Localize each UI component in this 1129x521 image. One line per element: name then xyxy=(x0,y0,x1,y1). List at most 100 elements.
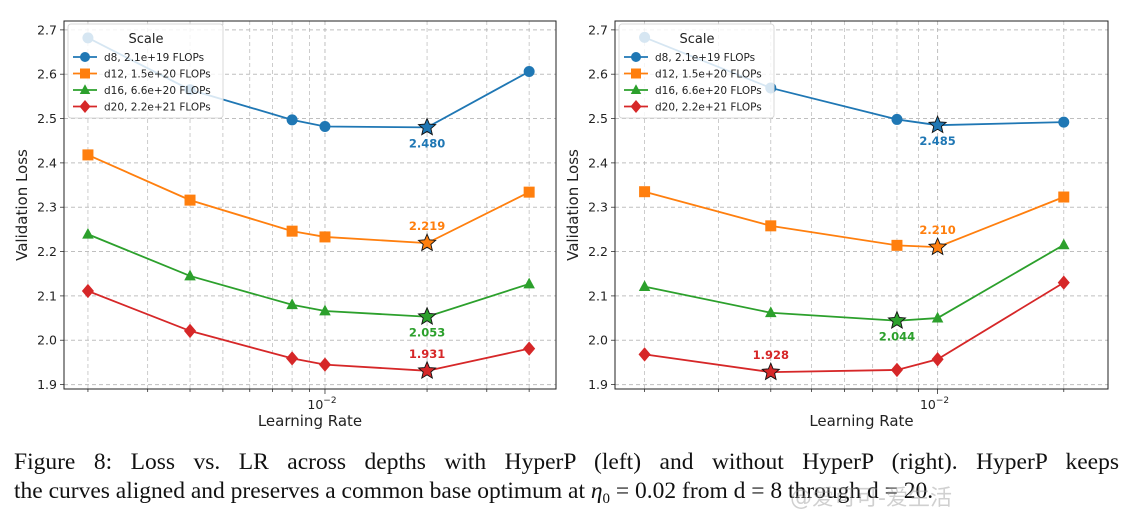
data-point-square xyxy=(184,194,196,206)
data-point-square xyxy=(891,239,903,251)
legend-title: Scale xyxy=(680,32,715,47)
y-tick-label: 2.0 xyxy=(588,333,608,348)
data-point-square xyxy=(639,186,651,198)
y-tick-label: 2.7 xyxy=(588,22,608,37)
legend-marker-diamond xyxy=(79,100,91,113)
y-tick-label: 2.6 xyxy=(588,67,608,82)
best-value-label: 2.210 xyxy=(919,223,955,237)
legend-marker-square xyxy=(80,68,90,79)
best-point-star-marker xyxy=(927,115,948,134)
x-tick-exponent: −2 xyxy=(323,396,336,406)
legend-item: d16, 6.6e+20 FLOPs xyxy=(624,84,762,97)
x-tick-label: 10−2 xyxy=(920,396,949,412)
gridlines xyxy=(60,21,556,394)
eta-symbol: η0 xyxy=(590,478,611,507)
data-point-square xyxy=(286,225,298,237)
x-tick-label: 10−2 xyxy=(307,396,336,412)
y-tick-label: 1.9 xyxy=(37,377,57,392)
data-point-circle xyxy=(1058,116,1070,128)
legend-marker-triangle xyxy=(79,84,91,94)
y-tick-label: 2.1 xyxy=(37,288,57,303)
legend-label: d20, 2.2e+21 FLOPs xyxy=(104,102,211,114)
y-tick-label: 2.0 xyxy=(37,333,57,348)
right-panel-no-hyperp: 1.9 2.0 2.1 2.2 2.3 2.4 2.5 2.6 2.7 10−2 Learning … xyxy=(564,20,1109,430)
legend-label: d16, 6.6e+20 FLOPs xyxy=(655,85,762,97)
best-value-label: 2.053 xyxy=(409,326,445,340)
best-point-star-marker xyxy=(761,361,781,381)
y-tick-label: 2.4 xyxy=(37,155,57,170)
best-point-star-marker xyxy=(417,117,437,136)
best-value-label: 1.931 xyxy=(409,347,445,361)
legend-marker-diamond xyxy=(630,100,642,113)
y-axis-label: Validation Loss xyxy=(564,149,582,261)
data-point-triangle xyxy=(931,311,944,323)
best-point-star-marker xyxy=(417,232,437,252)
data-point-circle xyxy=(523,66,535,78)
legend: Scale d8, 2.1e+19 FLOPs d12, 1.5e+20 FLOPs… xyxy=(67,23,224,119)
best-point-star-marker xyxy=(927,236,948,256)
series-d16: 2.053 xyxy=(82,227,535,340)
y-tick-label: 2.4 xyxy=(588,155,608,170)
x-axis-label: Learning Rate xyxy=(258,412,362,430)
data-point-circle xyxy=(286,114,298,126)
series-line xyxy=(87,233,530,318)
data-point-diamond xyxy=(638,347,651,362)
data-point-triangle xyxy=(319,304,331,316)
data-point-diamond xyxy=(183,323,197,339)
x-axis-label: Learning Rate xyxy=(809,412,913,430)
legend-label: d8, 2.1e+19 FLOPs xyxy=(655,52,755,64)
best-point-star-marker xyxy=(417,306,437,325)
data-point-diamond xyxy=(1057,275,1070,290)
series-d12: 2.219 xyxy=(82,149,535,252)
legend-item: d20, 2.2e+21 FLOPs xyxy=(73,100,211,114)
legend-box xyxy=(67,23,224,119)
y-tick-label: 2.3 xyxy=(588,200,608,215)
data-point-circle xyxy=(319,121,331,133)
legend-marker-circle xyxy=(80,52,90,62)
legend-label: d8, 2.1e+19 FLOPs xyxy=(104,52,204,64)
legend-box xyxy=(618,23,775,119)
data-point-triangle xyxy=(638,280,651,291)
data-point-square xyxy=(82,149,94,161)
series-line xyxy=(87,154,530,245)
data-point-triangle xyxy=(523,277,535,289)
axes-frame xyxy=(614,20,1109,390)
data-point-diamond xyxy=(81,283,94,299)
x-tick-exponent: −2 xyxy=(936,396,949,406)
data-point-square xyxy=(1058,191,1070,203)
series-d12: 2.210 xyxy=(639,186,1070,256)
caption-line-2-text: the curves aligned and preserves a commo… xyxy=(14,478,591,504)
series-d20: 1.931 xyxy=(81,283,536,380)
legend-item: d16, 6.6e+20 FLOPs xyxy=(73,84,211,97)
y-tick-label: 2.5 xyxy=(588,111,608,126)
data-point-triangle xyxy=(82,227,94,239)
y-tick-label: 2.7 xyxy=(37,22,57,37)
data-point-diamond xyxy=(890,362,904,378)
series-d16: 2.044 xyxy=(638,238,1070,344)
left-panel-hyperp: 1.9 2.0 2.1 2.2 2.3 2.4 2.5 2.6 2.7 10−2Learning … xyxy=(13,20,557,430)
y-tick-label: 1.9 xyxy=(588,377,608,392)
legend-item: d12, 1.5e+20 FLOPs xyxy=(624,68,762,81)
legend-marker-square xyxy=(631,68,641,79)
best-point-star-marker xyxy=(887,310,907,329)
best-value-label: 2.485 xyxy=(919,134,955,148)
data-point-square xyxy=(765,220,777,232)
best-value-label: 2.219 xyxy=(409,219,445,233)
figure-caption: Figure 8: Loss vs. LR across depths with… xyxy=(14,448,1119,514)
legend-title: Scale xyxy=(129,32,164,47)
data-point-triangle xyxy=(286,298,298,310)
data-point-triangle xyxy=(764,306,777,318)
data-point-diamond xyxy=(523,341,536,356)
legend-label: d12, 1.5e+20 FLOPs xyxy=(104,69,211,81)
data-point-square xyxy=(319,231,331,243)
y-axis-label: Validation Loss xyxy=(13,149,31,261)
legend-item: d12, 1.5e+20 FLOPs xyxy=(73,68,211,81)
data-point-diamond xyxy=(318,357,332,372)
data-point-diamond xyxy=(286,351,299,366)
legend: Scale d8, 2.1e+19 FLOPs d12, 1.5e+20 FLOPs… xyxy=(618,23,775,119)
y-tick-label: 2.3 xyxy=(37,200,57,215)
data-point-triangle xyxy=(1057,238,1070,250)
legend-label: d12, 1.5e+20 FLOPs xyxy=(655,69,762,81)
y-tick-label: 2.2 xyxy=(37,244,57,259)
legend-marker-circle xyxy=(631,52,641,62)
